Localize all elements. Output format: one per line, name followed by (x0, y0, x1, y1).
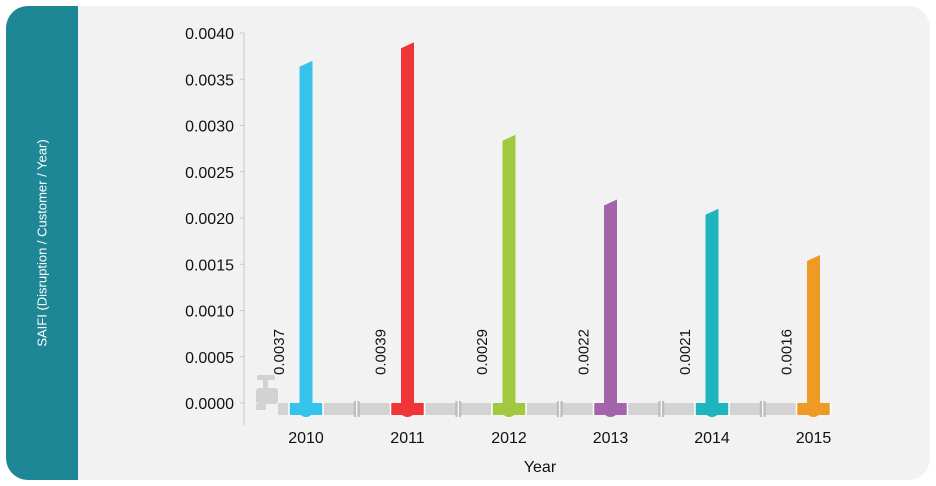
valve-hub (399, 401, 416, 417)
faucet-spout (256, 404, 266, 410)
x-tick-label: 2013 (593, 430, 629, 447)
y-tick-label: 0.0000 (185, 396, 234, 413)
data-label: 0.0037 (271, 329, 288, 375)
y-tick-label: 0.0030 (185, 119, 234, 136)
y-tick-label: 0.0025 (185, 165, 234, 182)
x-tick-label: 2010 (288, 430, 324, 447)
pipe (278, 403, 824, 415)
faucet-handle (257, 375, 275, 380)
data-label: 0.0016 (779, 329, 796, 375)
y-axis-title-band: SAIFI (Disruption / Customer / Year) (6, 6, 78, 480)
valve-hub (805, 401, 822, 417)
data-label: 0.0029 (474, 329, 491, 375)
bar (807, 255, 820, 403)
faucet-body (256, 388, 278, 404)
data-label: 0.0022 (576, 329, 593, 375)
valve-hub (501, 401, 517, 417)
y-tick-label: 0.0015 (185, 257, 234, 274)
data-label: 0.0021 (677, 329, 694, 375)
x-tick-label: 2011 (390, 430, 425, 447)
y-tick-label: 0.0020 (185, 211, 234, 228)
valve-hub (298, 401, 314, 417)
y-tick-label: 0.0010 (185, 304, 234, 321)
bar (299, 60, 313, 403)
bar (502, 134, 516, 403)
bar (604, 199, 617, 403)
x-tick-label: 2014 (694, 430, 730, 447)
data-label: 0.0039 (373, 329, 390, 375)
x-tick-label: 2015 (796, 430, 832, 447)
x-tick-label: 2012 (491, 430, 527, 447)
bar (401, 42, 414, 403)
faucet-icon (256, 375, 278, 410)
bar (705, 208, 719, 403)
chart-card: SAIFI (Disruption / Customer / Year) (6, 6, 930, 480)
valve-hub (704, 401, 720, 417)
faucet-stem (263, 380, 268, 389)
y-tick-label: 0.0035 (185, 72, 234, 89)
x-axis-title: Year (524, 459, 557, 476)
valve-hub (602, 401, 619, 417)
y-tick-label: 0.0005 (185, 350, 234, 367)
y-tick-label: 0.0040 (185, 26, 234, 43)
